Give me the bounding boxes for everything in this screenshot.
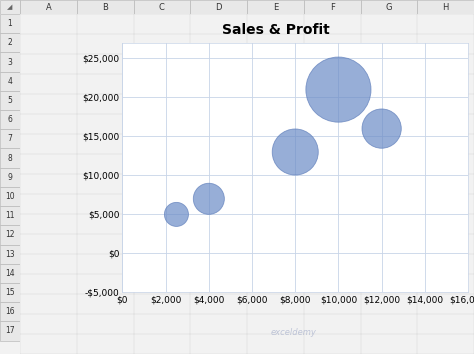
Bar: [0, 225, 20, 245]
Text: 8: 8: [8, 154, 12, 162]
Text: E: E: [273, 2, 278, 11]
Point: [292, 149, 299, 155]
Text: 15: 15: [5, 288, 15, 297]
Bar: [0, 302, 20, 321]
Text: 13: 13: [5, 250, 15, 259]
Bar: [0, 52, 20, 72]
Text: B: B: [102, 2, 108, 11]
Text: 17: 17: [5, 326, 15, 336]
Text: 6: 6: [8, 115, 12, 124]
Text: 14: 14: [5, 269, 15, 278]
Bar: [0, 283, 20, 302]
Text: Sales & Profit: Sales & Profit: [221, 23, 329, 37]
Text: exceldemy: exceldemy: [271, 328, 317, 337]
Bar: [0, 264, 20, 283]
Bar: [20, 0, 77, 14]
Bar: [0, 91, 20, 110]
Text: D: D: [215, 2, 222, 11]
Text: 1: 1: [8, 19, 12, 28]
Text: A: A: [46, 2, 51, 11]
Text: 11: 11: [5, 211, 15, 220]
Text: F: F: [330, 2, 335, 11]
Bar: [0, 14, 20, 33]
Point: [173, 212, 180, 217]
Text: 9: 9: [8, 173, 12, 182]
Bar: [0, 33, 20, 52]
Bar: [0, 321, 20, 341]
Bar: [417, 0, 474, 14]
Text: 10: 10: [5, 192, 15, 201]
Text: G: G: [386, 2, 392, 11]
Bar: [190, 0, 247, 14]
Bar: [247, 0, 304, 14]
Text: H: H: [442, 2, 449, 11]
Bar: [77, 0, 134, 14]
Bar: [0, 72, 20, 91]
Bar: [0, 129, 20, 148]
Text: 16: 16: [5, 307, 15, 316]
Text: 3: 3: [8, 57, 12, 67]
Bar: [0, 245, 20, 264]
Point: [378, 126, 385, 131]
Text: C: C: [159, 2, 165, 11]
Bar: [0, 206, 20, 225]
Text: 5: 5: [8, 96, 12, 105]
Text: ◢: ◢: [7, 4, 13, 10]
Bar: [361, 0, 417, 14]
Bar: [0, 0, 20, 14]
Point: [205, 196, 213, 202]
Text: 12: 12: [5, 230, 15, 239]
Bar: [304, 0, 361, 14]
Text: 4: 4: [8, 77, 12, 86]
Bar: [0, 148, 20, 168]
Point: [335, 87, 342, 92]
Text: 7: 7: [8, 135, 12, 143]
Text: 2: 2: [8, 38, 12, 47]
Bar: [0, 168, 20, 187]
Bar: [134, 0, 190, 14]
Bar: [0, 187, 20, 206]
Bar: [0, 110, 20, 129]
